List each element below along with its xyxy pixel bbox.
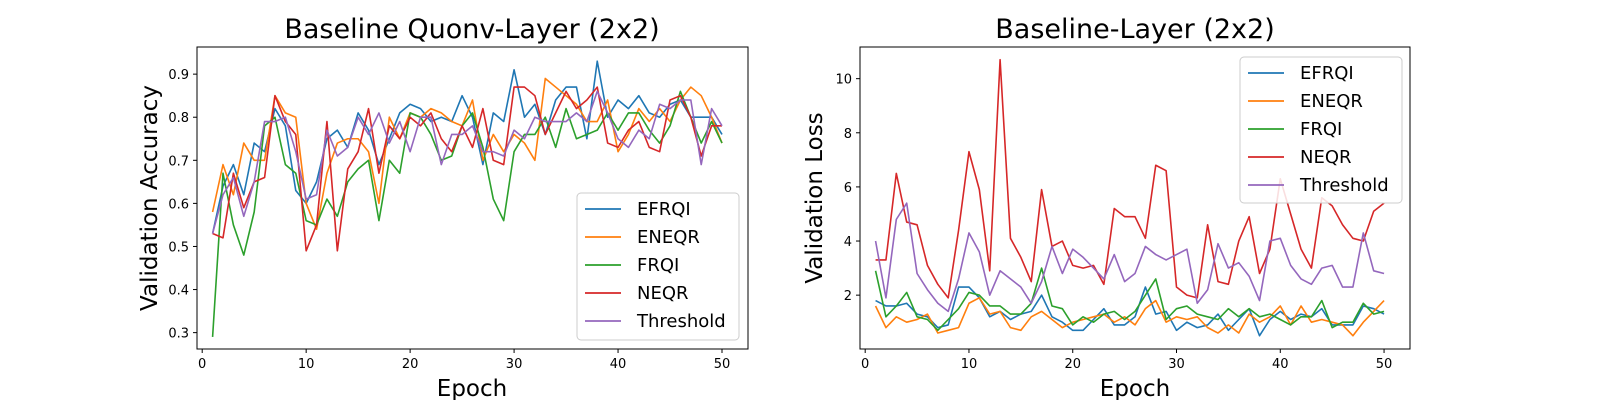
legend-label-frqi: FRQI xyxy=(1300,119,1342,140)
legend: EFRQI ENEQR FRQI NEQR Threshold xyxy=(1239,56,1403,204)
series-line-neqr xyxy=(875,58,1385,299)
accuracy-chart-panel: Baseline Quonv-Layer (2x2) Epoch Validat… xyxy=(137,14,749,400)
x-axis-label: Epoch xyxy=(1100,376,1170,400)
legend-label-neqr: NEQR xyxy=(1300,147,1352,168)
x-tick-label: 40 xyxy=(610,357,627,372)
x-tick-label: 20 xyxy=(402,357,419,372)
legend-label-frqi: FRQI xyxy=(637,255,679,276)
x-tick-label: 0 xyxy=(198,357,206,372)
legend-label-efrqi: EFRQI xyxy=(1300,63,1354,84)
x-tick-label: 40 xyxy=(1272,357,1289,372)
y-tick-label: 10 xyxy=(835,73,852,88)
plot-frame xyxy=(859,46,1411,350)
y-tick-label: 0.4 xyxy=(168,284,189,299)
x-tick-label: 50 xyxy=(714,357,731,372)
x-tick-label: 30 xyxy=(506,357,523,372)
x-tick-label: 20 xyxy=(1064,357,1081,372)
y-axis-label: Validation Accuracy xyxy=(137,85,163,311)
x-tick-label: 50 xyxy=(1376,357,1393,372)
y-tick-label: 2 xyxy=(844,289,852,304)
legend-box xyxy=(1239,56,1403,204)
y-tick-label: 6 xyxy=(844,181,852,196)
y-tick-label: 0.6 xyxy=(168,197,189,212)
series-line-frqi xyxy=(211,90,723,337)
legend-label-eneqr: ENEQR xyxy=(637,227,700,248)
y-tick-label: 0.9 xyxy=(168,68,189,83)
y-tick-label: 0.8 xyxy=(168,111,189,126)
y-tick-label: 0.3 xyxy=(168,327,189,342)
legend-label-efrqi: EFRQI xyxy=(637,199,691,220)
y-axis-label: Validation Loss xyxy=(802,112,828,283)
series-line-neqr xyxy=(212,86,723,252)
loss-chart-panel: Baseline-Layer (2x2) Epoch Validation Lo… xyxy=(802,14,1411,400)
x-tick-label: 10 xyxy=(961,357,978,372)
x-tick-label: 10 xyxy=(298,357,315,372)
chart-title: Baseline Quonv-Layer (2x2) xyxy=(284,14,659,45)
legend-label-threshold: Threshold xyxy=(636,311,726,332)
y-tick-label: 8 xyxy=(844,127,852,142)
legend: EFRQI ENEQR FRQI NEQR Threshold xyxy=(576,192,740,341)
y-tick-label: 4 xyxy=(844,235,852,250)
legend-box xyxy=(576,192,740,341)
series-line-threshold xyxy=(874,202,1385,313)
series-line-efrqi xyxy=(211,60,723,234)
series-line-threshold xyxy=(211,90,723,234)
legend-label-neqr: NEQR xyxy=(637,283,689,304)
series-line-frqi xyxy=(874,267,1385,332)
series-line-eneqr xyxy=(874,297,1385,337)
x-tick-label: 0 xyxy=(861,357,869,372)
legend-label-eneqr: ENEQR xyxy=(1300,91,1363,112)
chart-title: Baseline-Layer (2x2) xyxy=(995,14,1274,45)
y-tick-label: 0.5 xyxy=(168,240,189,255)
x-tick-label: 30 xyxy=(1168,357,1185,372)
y-tick-label: 0.7 xyxy=(168,154,189,169)
plot-frame xyxy=(196,46,749,350)
legend-label-threshold: Threshold xyxy=(1299,175,1389,196)
x-axis-label: Epoch xyxy=(437,376,507,400)
